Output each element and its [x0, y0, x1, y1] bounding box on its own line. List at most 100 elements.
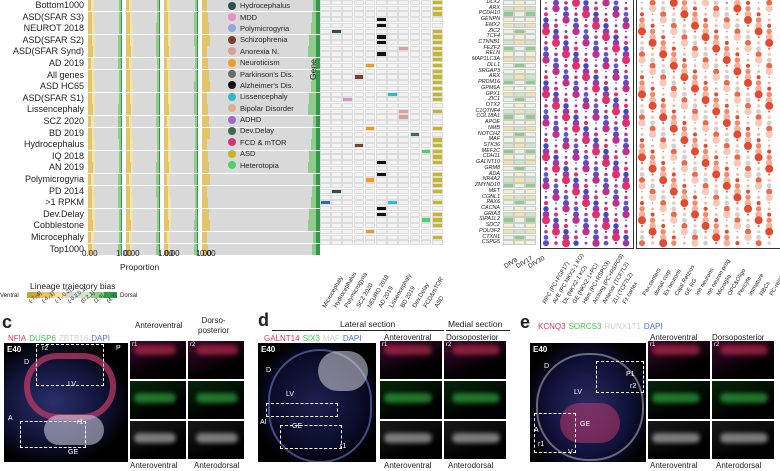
- bar-segment: [130, 81, 133, 93]
- legend-label: Anorexia N.: [240, 46, 280, 56]
- bar-segment: [193, 232, 198, 243]
- dot: [602, 57, 610, 64]
- grid-cell: [398, 177, 410, 183]
- dot: [592, 142, 600, 150]
- dot: [602, 91, 610, 98]
- grid-cell: [331, 91, 342, 97]
- grid-cell: [331, 57, 342, 63]
- dot: [638, 85, 646, 93]
- bar-segment: [316, 197, 320, 209]
- dot: [593, 229, 599, 235]
- x-tick: 1.00: [196, 249, 212, 258]
- dot: [725, 64, 728, 67]
- dot: [622, 181, 630, 190]
- bar-segment: [193, 34, 198, 46]
- dot: [735, 47, 739, 51]
- dot: [603, 114, 609, 120]
- grid-cell: [342, 188, 354, 194]
- dot: [723, 147, 731, 156]
- legend-swatch: [228, 24, 236, 33]
- dot: [583, 183, 589, 189]
- grid-cell: [409, 200, 421, 206]
- bar-segment: [130, 23, 133, 35]
- bar-segment: [120, 150, 122, 162]
- bar-segment: [193, 23, 198, 35]
- dot: [713, 5, 720, 12]
- asd-cell: [432, 143, 443, 149]
- dot: [543, 109, 549, 114]
- panel-d-inset-tiles: r1 r2: [380, 341, 508, 459]
- dot: [612, 39, 620, 47]
- bar-segment: [194, 139, 198, 151]
- dot: [735, 173, 739, 176]
- dot: [542, 51, 550, 58]
- legend-item: Neuroticism: [228, 57, 328, 68]
- grid-cell: [353, 137, 365, 143]
- stacked-bar: [126, 208, 160, 220]
- asd-cell: [432, 160, 443, 166]
- grid-cell: [320, 80, 331, 86]
- inset-tile: r1: [648, 341, 710, 379]
- dot: [602, 216, 610, 224]
- lineage-cell: [525, 108, 536, 114]
- dot: [612, 165, 620, 173]
- dot: [544, 70, 548, 73]
- dot: [712, 39, 720, 47]
- grid-cell: [398, 154, 410, 160]
- dot: [584, 144, 588, 148]
- dot: [651, 173, 654, 176]
- bar-segment: [120, 23, 122, 35]
- grid-cell: [320, 85, 331, 92]
- grid-cell: [342, 205, 354, 212]
- dot: [564, 218, 568, 222]
- stacked-bar: [88, 104, 122, 116]
- dot: [565, 150, 567, 153]
- grid-cell: [420, 165, 432, 172]
- lineage-legend-bar: [27, 292, 118, 298]
- dot: [702, 148, 709, 155]
- bar-segment: [92, 81, 95, 93]
- dot: [723, 205, 730, 212]
- inset-signal: [652, 433, 700, 443]
- dot: [639, 75, 645, 80]
- bar-segment: [158, 81, 160, 93]
- dot: [767, 212, 772, 217]
- bar-segment: [155, 174, 160, 185]
- dot: [683, 18, 686, 22]
- grid-cell: [387, 234, 398, 240]
- dot: [723, 113, 731, 121]
- bar-segment: [194, 69, 198, 81]
- dot: [692, 69, 698, 74]
- grid-cell: [420, 51, 432, 57]
- bar-segment: [158, 162, 160, 174]
- gene-label: CTXN1: [482, 233, 500, 240]
- stacked-bar: [164, 116, 198, 127]
- dot: [612, 107, 620, 116]
- dot: [712, 10, 720, 18]
- grid-cell: [353, 5, 365, 11]
- legend-item: Hydrocephalus: [228, 0, 328, 11]
- grid-cell: [342, 200, 354, 206]
- grid-cell: [376, 5, 387, 11]
- stacked-bar: [202, 58, 320, 69]
- dot: [767, 86, 772, 91]
- dot: [755, 177, 762, 184]
- grid-cell: [376, 183, 387, 189]
- dot: [625, 219, 627, 222]
- gene-label: SRGAP3: [478, 67, 500, 74]
- stacked-bar: [88, 185, 122, 197]
- dot: [585, 173, 587, 176]
- dot: [660, 194, 666, 200]
- dot: [584, 149, 588, 154]
- dot: [745, 194, 751, 201]
- grid-cell: [420, 80, 432, 86]
- bar-segment: [91, 127, 95, 139]
- gene-label: OTX2: [485, 101, 500, 108]
- bar-segment: [202, 104, 208, 116]
- dot: [691, 205, 699, 213]
- row-label: Top1000: [49, 243, 84, 254]
- grid-cell: [353, 148, 365, 154]
- grid-cell: [364, 62, 376, 69]
- grid-cell: [398, 97, 410, 103]
- dot: [573, 172, 579, 177]
